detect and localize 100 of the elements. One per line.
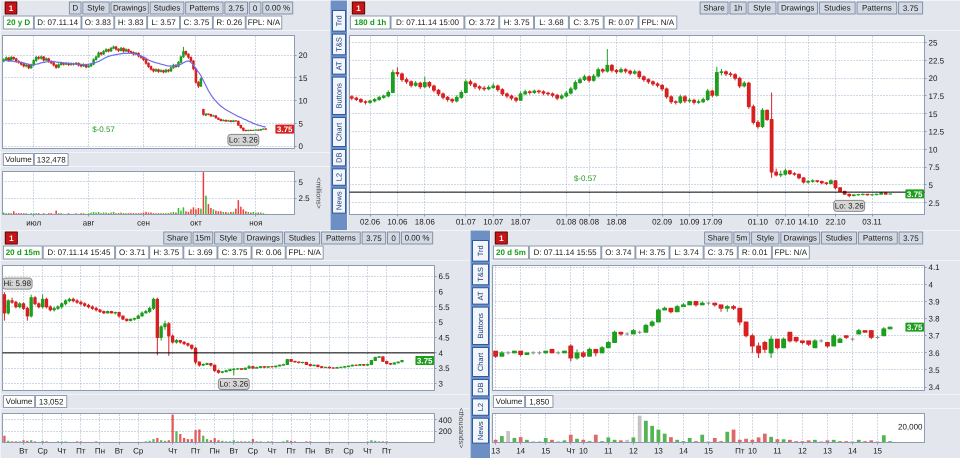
text: Studies [826,234,852,242]
text: Patterns [326,234,356,242]
y-tick-label: 2.5 [298,194,310,204]
text: 20,000 [898,422,924,432]
y-tick-label: 5.5 [438,302,450,312]
x-tick-label: 13 [823,446,832,456]
y-tick-label: 22.5 [928,56,945,66]
x-tick-label: 15 [541,446,551,456]
x-tick-label: 10 [578,446,588,456]
text: O: 3.74 [605,248,632,257]
annotation: Lo: 3.26 [219,379,249,388]
text: Share [708,234,730,242]
y-tick-label: 3.6 [928,348,940,358]
x-tick-label: 14 [679,446,688,456]
y-tick-label: 2.5 [928,198,940,208]
text: C: 3.75 [222,248,248,257]
text: C: 3.75 [708,248,734,257]
text: 1 [9,234,14,243]
x-tick-label: Пт [735,446,745,456]
text: 3.75 [366,234,382,243]
y-tick-label: 0 [298,142,304,152]
x-tick-label: 01.10 [748,218,768,226]
text: Patterns [862,4,892,12]
chart-title: 20 d 15m [6,248,40,257]
y-tick-label: 5 [438,318,444,328]
text: Share [166,234,189,242]
text: D: 07.11.14 15:45 [47,248,111,257]
x-tick-label: 03.11 [862,218,882,226]
annotation: Lo: 3.26 [834,201,864,210]
y-tick-label: 10 [928,145,938,154]
x-tick-label: 14 [848,446,858,456]
y-tick-label: 3.5 [438,364,450,374]
text: Drawings [246,234,280,242]
y-tick-label: 4.1 [928,263,940,272]
text: FPL: N/A [774,248,808,257]
x-tick-label: 08.08 [579,218,600,226]
y-tick-label: 3 [438,379,444,388]
text: 15m [195,234,212,242]
text: 0.00 % [404,234,430,242]
x-tick-label: июл [26,218,42,228]
chart-title: 20 d 5m [496,248,526,257]
text: 1 [499,234,504,243]
text: Volume [6,397,33,406]
text: D: 07.11.14 15:00 [396,18,460,27]
x-tick-label: 18.07 [510,218,532,226]
x-tick-label: Чт [566,446,576,456]
text: Studies [288,234,316,242]
x-tick-label: Пн [94,446,106,456]
x-tick-label: Пн [305,446,316,456]
x-tick-label: Пт [286,446,296,456]
text: R: 0.06 [256,248,282,257]
text: 3.75 [903,234,920,243]
x-tick-label: 02.06 [360,218,381,226]
y-tick-label: 3.5 [928,366,940,375]
x-tick-label: авг [82,218,94,228]
x-tick-label: 22.10 [826,218,846,226]
x-tick-label: сен [137,218,150,228]
y-tick-label: 3.8 [928,314,940,324]
text: O: 3.71 [119,248,146,257]
x-tick-label: 10.07 [483,218,504,226]
y-tick-label: 20 [928,74,938,84]
y-tick-label: 4 [928,280,934,290]
text: Volume [5,155,32,164]
text: 0 [391,234,396,243]
annotation: $-0.57 [574,174,598,184]
x-tick-label: 12 [628,446,638,456]
text: L: 3.68 [539,18,564,27]
x-tick-label: 15 [704,446,714,456]
x-tick-label: Вт [229,446,238,456]
text: Style [756,234,775,242]
text: 1h [734,4,742,12]
text: O: 3.72 [468,18,496,27]
text: 3.75 [906,190,924,199]
x-tick-label: Ср [38,446,48,456]
y-tick-label: 6 [438,288,444,297]
text: R: 0.07 [608,18,635,27]
x-tick-label: Пт [382,446,392,456]
text: 5m [736,234,748,242]
x-tick-label: Ср [133,446,144,456]
y-tick-label: 200 [438,427,452,436]
x-tick-label: 10.09 [679,218,700,226]
x-tick-label: Пт [190,446,201,456]
text: R: 0.01 [742,248,768,257]
x-tick-label: Чт [57,446,67,456]
text: Volume [496,397,523,406]
text: C: 3.75 [573,18,600,27]
text: D: 07.11.14 15:55 [534,248,598,257]
text: L: 3.69 [188,248,214,257]
x-tick-label: Ср [343,446,354,456]
text: L: 3.74 [674,248,700,257]
x-tick-label: Пт [76,446,86,456]
x-tick-label: 11 [604,446,614,456]
text: 3.75 [906,323,924,332]
text: Drawings [784,234,817,242]
text: Drawings [781,4,814,12]
text: Style [219,234,238,242]
x-tick-label: Пн [210,446,220,456]
y-tick-label: 7.5 [928,163,940,172]
y-tick-label: 4.5 [438,334,450,342]
x-tick-label: 15 [873,446,883,456]
